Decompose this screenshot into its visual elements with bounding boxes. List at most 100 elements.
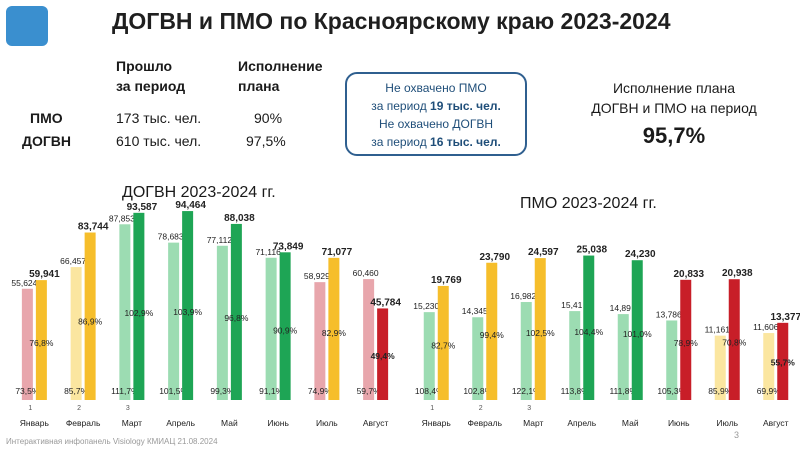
pmo-plan: 90% <box>254 110 283 126</box>
pct-label-dogvn-2023-5: 99,3% <box>210 386 235 396</box>
bar-pmo-2023-7 <box>714 335 726 400</box>
pct-label-pmo-2024-2: 99,4% <box>480 330 505 340</box>
dogvn-passed: 610 тыс. чел. <box>116 133 202 149</box>
total-plan-value: 95,7% <box>642 123 706 148</box>
bar-pmo-2024-5 <box>631 260 643 400</box>
category-label-pmo-7: Июль <box>716 418 738 428</box>
category-label-dogvn-7: Июль <box>316 418 338 428</box>
bar-dogvn-2024-3 <box>133 212 145 400</box>
pct-label-dogvn-2024-2: 86,9% <box>78 317 103 327</box>
pct-label-dogvn-2023-1: 73,5% <box>15 386 40 396</box>
bar-dogvn-2023-2 <box>70 267 82 400</box>
value-label-pmo-2023-5: 14,89 <box>610 303 632 313</box>
category-label-dogvn-6: Июнь <box>267 418 289 428</box>
value-label-pmo-2024-7: 20,938 <box>722 268 753 279</box>
bar-dogvn-2024-2 <box>84 232 96 400</box>
pct-label-dogvn-2024-3: 102,9% <box>124 308 153 318</box>
bar-pmo-2023-2 <box>472 317 484 400</box>
value-label-pmo-2024-8: 13,377 <box>770 312 800 323</box>
value-label-dogvn-2024-1: 59,941 <box>29 269 60 280</box>
not-covered-box: Не охвачено ПМО за период 19 тыс. чел. Н… <box>345 72 527 156</box>
value-label-pmo-2023-1: 15,230 <box>413 301 439 311</box>
value-label-dogvn-2023-5: 77,112 <box>207 235 233 245</box>
category-label-pmo-3: Март <box>523 418 543 428</box>
category-label-pmo-1: Январь <box>422 418 452 428</box>
pct-label-dogvn-2024-7: 82,9% <box>322 328 347 338</box>
bar-pmo-2023-4 <box>569 311 581 400</box>
category-label-dogvn-5: Май <box>221 418 238 428</box>
bar-pmo-2024-8 <box>777 322 789 400</box>
category-label-pmo-2: Февраль <box>467 418 502 428</box>
footer-text: Интерактивная инфопанель Visiology КМИАЦ… <box>6 437 218 446</box>
pct-label-dogvn-2024-6: 90,9% <box>273 326 298 336</box>
page-title: ДОГВН и ПМО по Красноярскому краю 2023-2… <box>112 8 671 34</box>
pct-label-dogvn-2023-7: 74,9% <box>308 386 333 396</box>
bar-dogvn-2024-1 <box>35 280 47 400</box>
value-label-pmo-2023-4: 15,41 <box>561 300 583 310</box>
pct-label-pmo-2024-4: 104,4% <box>574 327 603 337</box>
value-label-pmo-2024-5: 24,230 <box>625 249 656 260</box>
pct-label-dogvn-2024-8: 49,4% <box>371 351 396 361</box>
value-label-dogvn-2024-5: 88,038 <box>224 213 255 224</box>
category-label-dogvn-3: Март <box>122 418 142 428</box>
row-label-dogvn: ДОГВН <box>22 133 72 149</box>
pct-label-pmo-2023-5: 111,8% <box>609 386 637 396</box>
value-label-dogvn-2024-3: 93,587 <box>127 202 158 213</box>
bar-pmo-2023-8 <box>763 333 775 400</box>
pct-label-dogvn-2023-2: 85,7% <box>64 386 89 396</box>
value-label-dogvn-2023-7: 58,929 <box>304 271 330 281</box>
pct-label-pmo-2024-6: 78,9% <box>674 338 699 348</box>
value-label-dogvn-2024-8: 45,784 <box>370 297 401 308</box>
col-header-plan: Исполнение плана <box>238 58 323 94</box>
value-label-dogvn-2023-1: 55,624 <box>11 278 37 288</box>
value-label-pmo-2024-4: 25,038 <box>576 245 607 256</box>
chart-title-pmo: ПМО 2023-2024 гг. <box>520 195 657 212</box>
value-label-pmo-2023-6: 13,786 <box>656 309 682 319</box>
pct-label-pmo-2024-8: 55,7% <box>771 357 796 367</box>
pct-label-dogvn-2023-3: 111,7% <box>111 386 139 396</box>
row-label-pmo: ПМО <box>30 110 63 126</box>
value-label-pmo-2023-2: 14,345 <box>462 306 488 316</box>
category-number-pmo-3: 3 <box>527 405 531 412</box>
chart-title-dogvn: ДОГВН 2023-2024 гг. <box>122 184 276 201</box>
category-label-dogvn-8: Август <box>363 418 389 428</box>
bar-dogvn-2023-1 <box>21 288 33 400</box>
pct-label-pmo-2024-3: 102,5% <box>526 328 555 338</box>
category-number-pmo-1: 1 <box>430 405 434 412</box>
value-label-pmo-2023-3: 16,982 <box>510 291 536 301</box>
bar-pmo-2023-3 <box>520 302 532 400</box>
bar-dogvn-2024-5 <box>230 223 242 400</box>
category-label-dogvn-2: Февраль <box>66 418 101 428</box>
category-label-pmo-5: Май <box>622 418 639 428</box>
value-label-pmo-2024-2: 23,790 <box>479 252 510 263</box>
bar-dogvn-2024-6 <box>279 252 291 400</box>
value-label-dogvn-2023-6: 71,116 <box>255 247 281 257</box>
value-label-pmo-2024-3: 24,597 <box>528 247 559 258</box>
value-label-dogvn-2024-6: 73,849 <box>273 241 304 252</box>
category-number-pmo-2: 2 <box>479 405 483 412</box>
pct-label-pmo-2023-7: 85,9% <box>708 386 733 396</box>
category-label-dogvn-1: Январь <box>20 418 50 428</box>
pct-label-pmo-2024-5: 101,0% <box>623 329 652 339</box>
pct-label-pmo-2023-4: 113,8% <box>561 386 590 396</box>
category-label-pmo-8: Август <box>763 418 789 428</box>
pmo-passed: 173 тыс. чел. <box>116 110 202 126</box>
bar-pmo-2023-5 <box>617 314 629 400</box>
bar-dogvn-2023-5 <box>216 245 228 400</box>
bar-dogvn-2023-6 <box>265 257 277 400</box>
bar-pmo-2023-6 <box>666 320 678 400</box>
category-label-dogvn-4: Апрель <box>166 418 195 428</box>
bar-pmo-2024-4 <box>583 255 595 400</box>
pct-label-pmo-2023-6: 105,3% <box>657 386 686 396</box>
value-label-dogvn-2024-4: 94,464 <box>175 200 206 211</box>
bar-dogvn-2023-4 <box>168 242 180 400</box>
category-number-dogvn-1: 1 <box>28 405 32 412</box>
pct-label-dogvn-2024-4: 103,9% <box>173 307 202 317</box>
value-label-dogvn-2024-7: 71,077 <box>322 247 353 258</box>
bar-pmo-2023-1 <box>423 312 435 400</box>
pct-label-pmo-2024-7: 70,8% <box>722 338 747 348</box>
pct-label-dogvn-2023-4: 101,5% <box>159 386 188 396</box>
bar-pmo-2024-7 <box>728 279 740 400</box>
pct-label-dogvn-2024-5: 96,8% <box>224 313 249 323</box>
